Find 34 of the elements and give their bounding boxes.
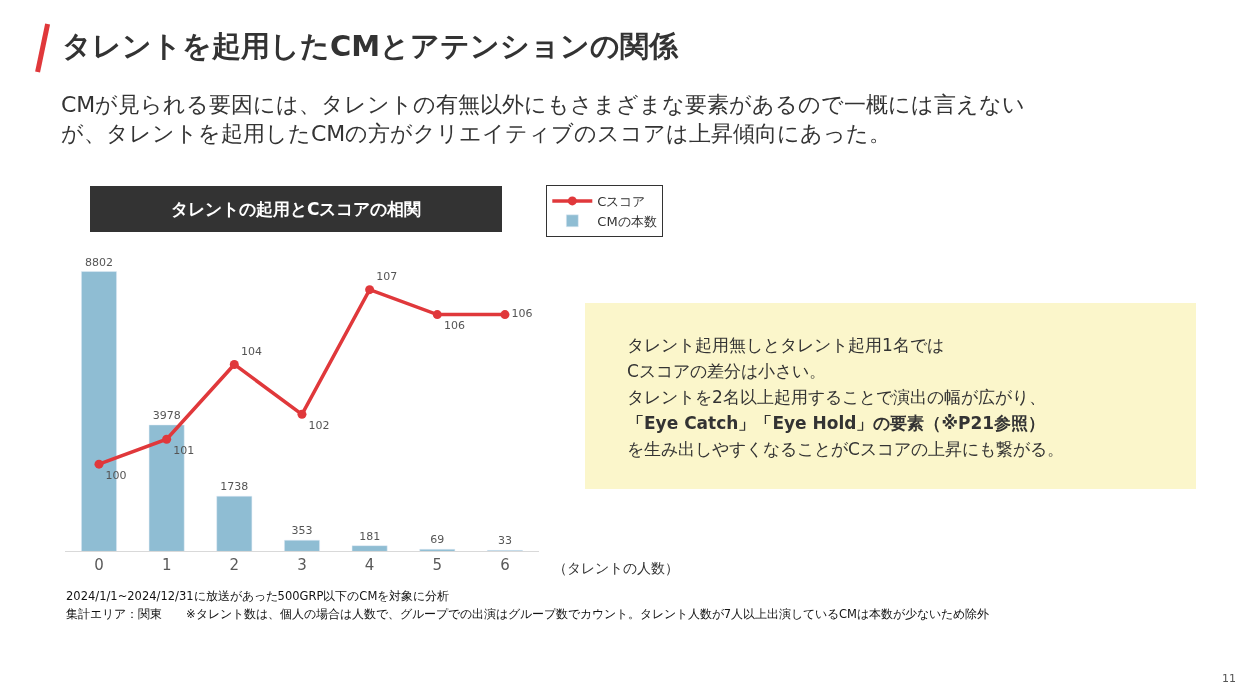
data-label: 102 xyxy=(308,419,330,433)
x-tick-label: 1 xyxy=(161,556,172,575)
text: Cスコアの差分は小さい。 xyxy=(627,361,826,381)
data-label: 101 xyxy=(173,444,195,458)
legend-label: CMの本数 xyxy=(597,213,657,229)
data-label: 8802 xyxy=(84,255,113,269)
chart-subtitle: CMが見られる要因には、タレントの有無以外にもさまざまな要素があるので一概には言えないが、タレントを起用したCMの方がクリエイティブのスコアは上昇傾向にあった。 xyxy=(61,92,1026,146)
text: を生み出しやすくなることがCスコアの上昇にも繋がる。 xyxy=(627,439,1064,459)
x-tick-label: 3 xyxy=(297,556,307,575)
text: 「Eye Catch」「Eye Hold」の要素（※P21参照） xyxy=(627,413,1046,433)
data-label: 181 xyxy=(359,529,381,543)
chart-title: タレントを起用したCMとアテンションの関係 xyxy=(62,29,680,63)
x-tick-label: 5 xyxy=(432,556,443,575)
text: 11 xyxy=(1222,672,1236,685)
text: 2024/1/1~2024/12/31に放送があった500GRP以下のCMを対象に分析 xyxy=(66,589,450,603)
text: 集計エリア：関東 ※タレント数は、個人の場合は人数で、グループでの出演はグループ数でカウント。タレント人数が7人以上出演しているCMは本数が少ないため除外 xyxy=(66,607,989,621)
data-label: 106 xyxy=(511,307,533,321)
text: タレント起用無しとタレント起用1名では xyxy=(627,335,944,355)
x-tick-label: 4 xyxy=(364,556,375,575)
x-axis-title: （タレントの人数） xyxy=(553,560,679,576)
x-tick-label: 6 xyxy=(500,556,510,575)
data-label: 1738 xyxy=(220,480,249,494)
text: タレントの起用とCスコアの相関 xyxy=(171,199,422,219)
legend-label: Cスコア xyxy=(597,193,646,209)
x-tick-label: 2 xyxy=(229,556,240,575)
x-tick-label: 0 xyxy=(94,556,104,575)
text: タレントを2名以上起用することで演出の幅が広がり、 xyxy=(627,387,1046,407)
data-label: 353 xyxy=(291,524,313,538)
data-label: 107 xyxy=(376,270,398,284)
data-label: 3978 xyxy=(152,408,181,422)
data-label: 69 xyxy=(430,533,445,547)
data-label: 106 xyxy=(443,319,465,333)
data-label: 33 xyxy=(497,534,512,548)
data-label: 104 xyxy=(240,345,262,359)
